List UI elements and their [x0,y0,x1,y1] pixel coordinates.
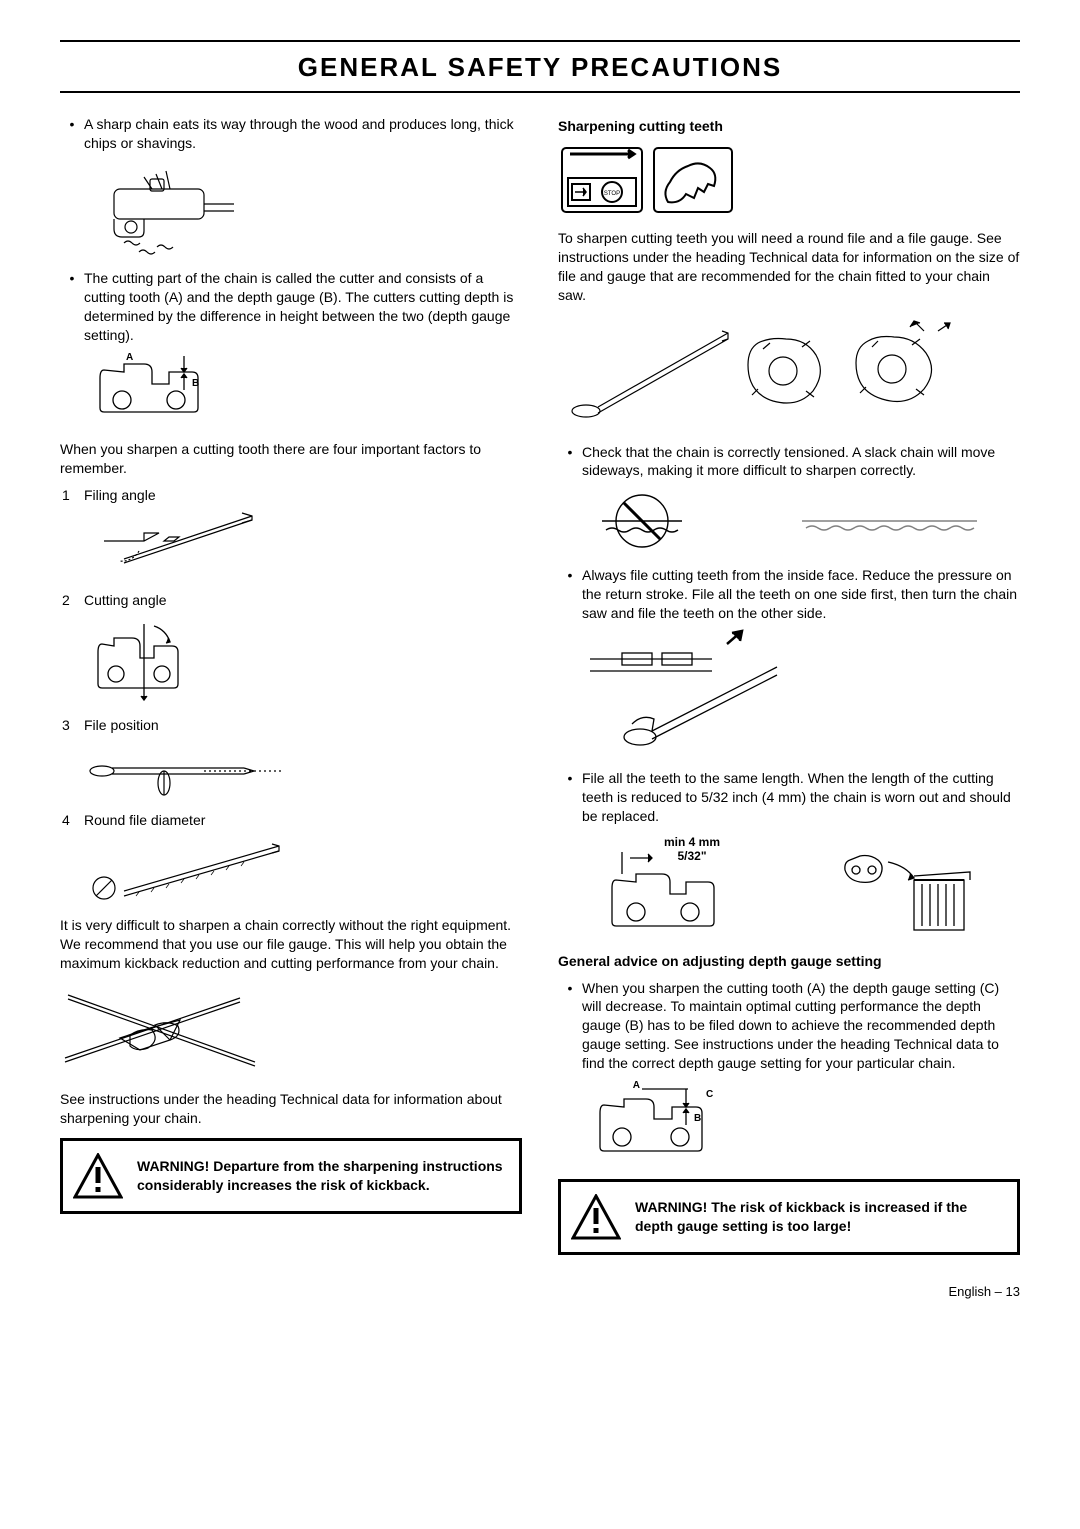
page-title: GENERAL SAFETY PRECAUTIONS [60,50,1020,85]
list-number: 2 [60,591,84,610]
figure-file-gauge-use [60,980,522,1080]
figure-stop-and-glove: STOP [558,144,1020,219]
bullet-marker: • [558,769,582,826]
warning-text: WARNING! Departure from the sharpening i… [137,1157,507,1195]
list-number: 3 [60,716,84,735]
bullet-marker: • [558,566,582,623]
bullet-text: Always file cutting teeth from the insid… [582,566,1020,623]
list-number: 4 [60,811,84,830]
subheading-sharpening: Sharpening cutting teeth [558,117,1020,136]
page-footer: English – 13 [60,1283,1020,1301]
svg-text:A: A [633,1080,640,1091]
list-label: Round file diameter [84,811,522,830]
figure-cutter-ab: A B [84,350,522,430]
sharpen-intro: To sharpen cutting teeth you will need a… [558,229,1020,305]
factors-intro: When you sharpen a cutting tooth there a… [60,440,522,478]
warning-box-left: WARNING! Departure from the sharpening i… [60,1138,522,1214]
svg-text:B: B [192,378,199,389]
list-number: 1 [60,486,84,505]
figure-file-direction [582,629,1020,759]
svg-text:5/32": 5/32" [677,849,706,863]
bullet-text: The cutting part of the chain is called … [84,269,522,345]
bullet-marker: • [558,443,582,481]
bullet-text: File all the teeth to the same length. W… [582,769,1020,826]
figure-file-diameter [84,836,522,906]
svg-text:min 4 mm: min 4 mm [664,835,720,849]
figure-file-and-gauges [558,313,1020,433]
right-column: Sharpening cutting teeth STOP To sharpen… [558,115,1020,1255]
figure-chainsaw-chips [84,159,522,259]
figure-chain-tension [582,486,1020,556]
bullet-marker: • [558,979,582,1073]
figure-file-position [84,741,522,801]
bullet-text: A sharp chain eats its way through the w… [84,115,522,153]
list-label: File position [84,716,522,735]
warning-icon [571,1192,621,1242]
bullet-marker: • [60,269,84,345]
see-instructions: See instructions under the heading Techn… [60,1090,522,1128]
bullet-text: When you sharpen the cutting tooth (A) t… [582,979,1020,1073]
figure-cutting-angle [84,616,522,706]
warning-icon [73,1151,123,1201]
svg-text:STOP: STOP [604,191,620,197]
warning-box-right: WARNING! The risk of kickback is increas… [558,1179,1020,1255]
list-label: Filing angle [84,486,522,505]
bullet-marker: • [60,115,84,153]
left-column: • A sharp chain eats its way through the… [60,115,522,1255]
warning-text: WARNING! The risk of kickback is increas… [635,1198,1005,1236]
figure-cutter-abc: A B C [582,1079,1020,1169]
svg-text:B: B [694,1113,701,1124]
subheading-depth-gauge: General advice on adjusting depth gauge … [558,952,1020,971]
gauge-recommendation: It is very difficult to sharpen a chain … [60,916,522,973]
figure-min-length-and-bin: min 4 mm 5/32" [582,832,1020,942]
list-label: Cutting angle [84,591,522,610]
figure-filing-angle [84,511,522,581]
bullet-text: Check that the chain is correctly tensio… [582,443,1020,481]
svg-text:A: A [126,352,133,363]
svg-text:C: C [706,1089,713,1100]
